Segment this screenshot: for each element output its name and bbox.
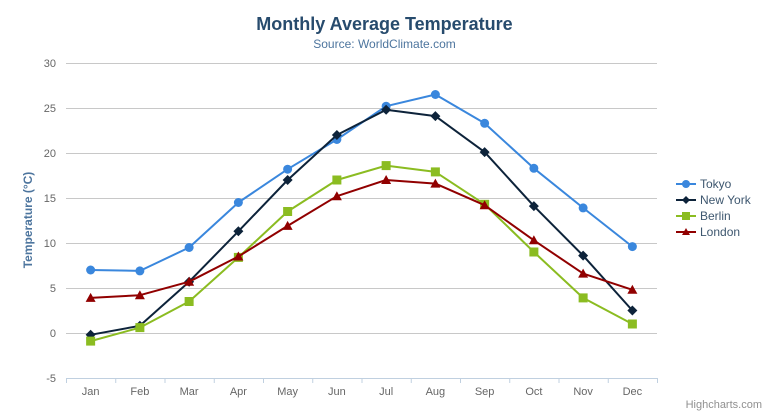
chart-title: Monthly Average Temperature [256,14,513,34]
x-axis-label: Nov [573,386,593,398]
data-point-marker-tokyo[interactable] [430,90,440,99]
data-point-marker-berlin[interactable] [135,323,145,333]
data-point-marker-new-york[interactable] [233,226,244,237]
data-point-marker-new-york[interactable] [578,250,589,261]
x-axis-label: Jun [328,386,346,398]
legend-marker-icon [676,212,696,220]
data-point-marker-london[interactable] [528,235,539,245]
data-point-marker-london[interactable] [381,175,392,184]
x-axis-label: Jan [82,386,100,398]
y-axis-label: 20 [44,148,56,160]
data-point-marker-london[interactable] [282,220,293,230]
legend-marker-icon [676,180,696,188]
data-point-marker-london[interactable] [233,251,244,261]
data-point-marker-berlin[interactable] [283,207,293,216]
data-point-marker-new-york[interactable] [282,175,293,185]
data-point-marker-berlin[interactable] [578,293,588,303]
legend-item-label: London [700,225,741,239]
data-point-marker-tokyo[interactable] [627,242,637,252]
legend-item-tokyo[interactable]: Tokyo [676,176,751,192]
data-point-marker-berlin[interactable] [430,167,440,177]
context-menu-button[interactable] [729,18,753,40]
diamond-marker-icon [682,196,690,204]
legend-item-new-york[interactable]: New York [676,192,751,208]
data-point-marker-london[interactable] [479,200,490,210]
data-point-marker-tokyo[interactable] [578,203,588,213]
data-point-marker-london[interactable] [134,290,145,300]
data-point-marker-new-york[interactable] [381,104,392,115]
chart-subtitle: Source: WorldClimate.com [313,37,456,51]
data-point-marker-london[interactable] [627,284,638,294]
data-point-marker-new-york[interactable] [528,201,539,212]
data-point-marker-london[interactable] [578,268,589,278]
y-axis-label: 15 [44,193,56,205]
y-axis-title: Temperature (°C) [21,171,35,269]
data-point-marker-tokyo[interactable] [184,243,194,252]
x-axis-label: Apr [230,386,247,398]
y-axis-label: 0 [50,328,56,340]
legend: Tokyo New York Berlin London [676,176,751,240]
data-point-marker-london[interactable] [430,178,441,188]
legend-item-berlin[interactable]: Berlin [676,208,751,224]
data-point-marker-new-york[interactable] [331,130,342,140]
credits-link[interactable]: Highcharts.com [685,399,762,411]
data-point-marker-tokyo[interactable] [480,118,490,128]
data-point-marker-london[interactable] [85,292,96,302]
circle-marker-icon [682,180,690,188]
x-axis-label: Mar [180,386,199,398]
data-point-marker-tokyo[interactable] [283,164,293,174]
data-point-marker-berlin[interactable] [86,336,96,346]
data-point-marker-new-york[interactable] [627,305,638,316]
data-point-marker-london[interactable] [184,276,195,286]
legend-item-london[interactable]: London [676,224,751,240]
x-axis-label: Sep [475,386,495,398]
legend-marker-icon [676,196,696,204]
x-axis-label: Oct [525,386,542,398]
x-axis-label: Dec [623,386,643,398]
legend-marker-icon [676,228,696,235]
y-axis-label: 10 [44,238,56,250]
series-line-berlin [89,164,634,343]
y-axis-label: 5 [50,283,56,295]
data-point-marker-berlin[interactable] [529,247,539,257]
data-point-marker-london[interactable] [331,191,342,201]
y-axis-label: 30 [44,58,56,70]
y-axis-label: 25 [44,103,56,115]
data-point-marker-berlin[interactable] [332,175,342,185]
x-axis-label: Aug [426,386,446,398]
series-line-london [89,179,634,299]
x-axis-label: May [277,386,298,398]
x-axis-label: Jul [379,386,393,398]
data-point-marker-berlin[interactable] [184,297,194,306]
triangle-marker-icon [682,228,690,235]
y-axis-label: -5 [46,373,56,385]
square-marker-icon [682,212,690,220]
data-point-marker-berlin[interactable] [381,161,391,171]
series-line-new-york [89,108,634,336]
data-point-marker-new-york[interactable] [479,147,490,158]
data-point-marker-tokyo[interactable] [233,198,243,207]
data-point-marker-tokyo[interactable] [135,266,145,276]
legend-item-label: Tokyo [700,177,732,191]
data-point-marker-tokyo[interactable] [529,163,539,173]
data-point-marker-berlin[interactable] [627,319,637,329]
series-line-tokyo [89,93,634,272]
data-point-marker-tokyo[interactable] [86,265,96,275]
x-axis-label: Feb [130,386,149,398]
legend-item-label: Berlin [700,209,731,223]
legend-item-label: New York [700,193,751,207]
data-point-marker-new-york[interactable] [430,111,441,122]
